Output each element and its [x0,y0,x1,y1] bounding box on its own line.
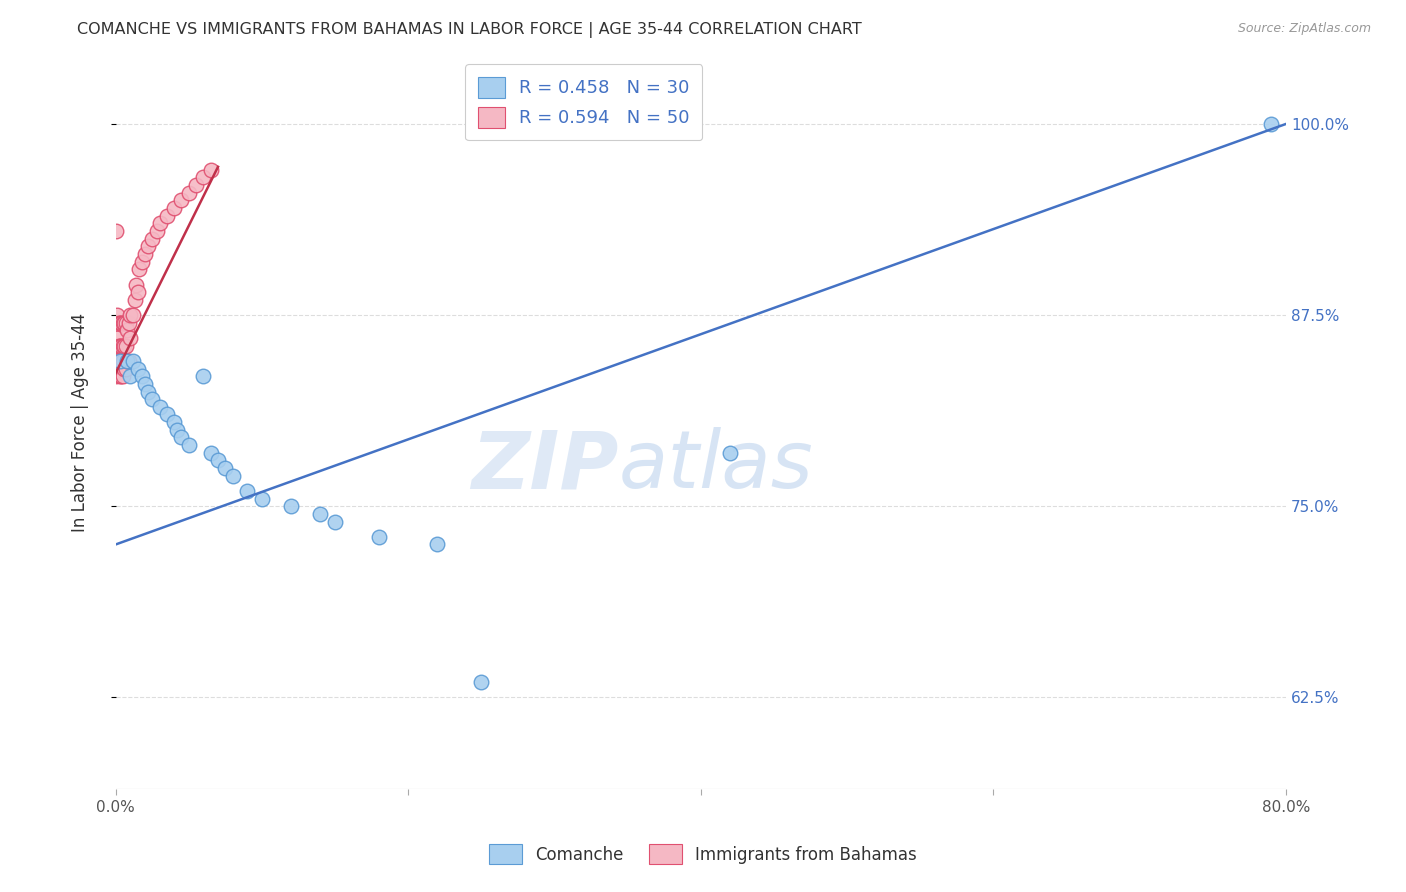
Point [148,400,170,414]
Point [426,537,449,551]
Point [104,224,127,238]
Point [136,384,159,399]
Point [309,507,332,521]
Point [131,369,153,384]
Point [125,277,148,292]
Point [131,254,153,268]
Point [134,247,156,261]
Point [111,369,134,384]
Text: Source: ZipAtlas.com: Source: ZipAtlas.com [1237,22,1371,36]
Text: ZIP: ZIP [471,427,619,505]
Point [136,239,159,253]
Point [128,262,150,277]
Y-axis label: In Labor Force | Age 35-44: In Labor Force | Age 35-44 [72,312,89,532]
Point [112,339,135,353]
Point [170,430,193,444]
Point [127,361,149,376]
Point [134,376,156,391]
Point [177,186,200,200]
Point [104,369,127,384]
Point [214,461,236,475]
Point [122,308,145,322]
Point [108,339,131,353]
Point [110,316,132,330]
Point [108,354,131,368]
Legend: R = 0.458   N = 30, R = 0.594   N = 50: R = 0.458 N = 30, R = 0.594 N = 50 [465,64,703,140]
Point [124,293,146,307]
Point [200,162,222,177]
Point [170,194,193,208]
Point [111,354,134,368]
Point [120,369,142,384]
Point [110,369,132,384]
Point [250,491,273,506]
Point [118,316,141,330]
Point [221,468,243,483]
Point [718,446,741,460]
Point [127,285,149,300]
Point [177,438,200,452]
Point [120,308,142,322]
Text: atlas: atlas [619,427,814,505]
Point [193,369,215,384]
Point [163,415,186,429]
Point [115,339,138,353]
Point [166,423,188,437]
Point [145,224,167,238]
Point [280,500,302,514]
Point [112,361,135,376]
Point [108,316,131,330]
Point [148,216,170,230]
Point [323,515,346,529]
Point [117,354,139,368]
Point [122,354,145,368]
Point [368,530,391,544]
Point [200,446,222,460]
Point [105,331,128,345]
Point [104,354,127,368]
Point [120,331,142,345]
Point [141,232,163,246]
Point [184,178,207,193]
Point [193,170,215,185]
Point [105,308,128,322]
Point [104,339,127,353]
Point [1260,117,1282,131]
Point [236,483,259,498]
Point [115,361,138,376]
Point [141,392,163,407]
Legend: Comanche, Immigrants from Bahamas: Comanche, Immigrants from Bahamas [482,838,924,871]
Point [156,209,179,223]
Point [112,316,135,330]
Point [117,354,139,368]
Point [117,323,139,337]
Point [163,201,186,215]
Point [110,339,132,353]
Point [111,316,134,330]
Point [207,453,229,467]
Point [470,675,492,690]
Point [111,339,134,353]
Point [156,408,179,422]
Point [118,354,141,368]
Point [115,316,138,330]
Point [108,354,131,368]
Point [108,369,131,384]
Text: COMANCHE VS IMMIGRANTS FROM BAHAMAS IN LABOR FORCE | AGE 35-44 CORRELATION CHART: COMANCHE VS IMMIGRANTS FROM BAHAMAS IN L… [77,22,862,38]
Point [107,339,129,353]
Point [107,316,129,330]
Point [107,361,129,376]
